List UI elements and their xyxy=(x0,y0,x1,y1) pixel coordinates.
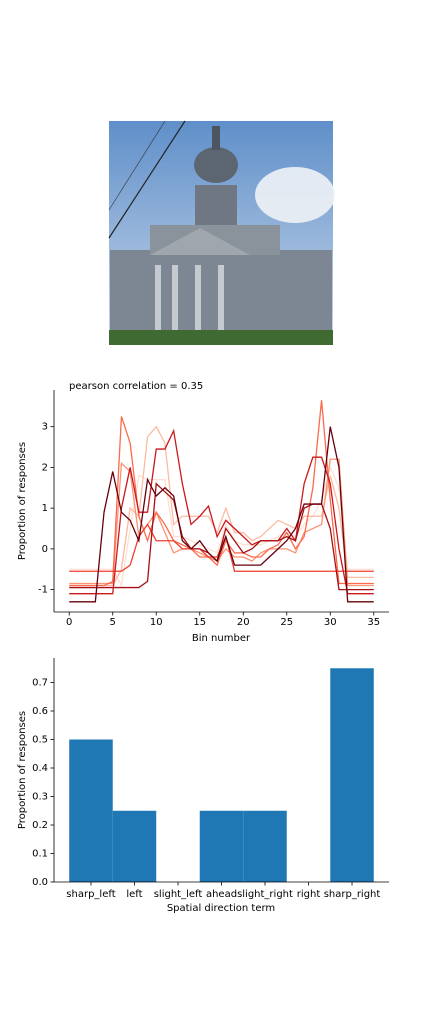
y-tick-label: 0.0 xyxy=(32,877,48,888)
line-series xyxy=(69,482,374,591)
x-tick-label: ahead xyxy=(206,889,237,900)
chart-title: pearson correlation = 0.35 xyxy=(69,381,203,392)
y-tick-label: 0.7 xyxy=(32,678,48,689)
x-tick-label: 25 xyxy=(280,617,293,628)
line-series xyxy=(69,458,374,587)
x-tick-label: slight_left xyxy=(154,889,203,900)
x-tick-label: right xyxy=(297,889,321,900)
x-tick-label: left xyxy=(126,889,142,900)
x-tick-label: 5 xyxy=(110,617,116,628)
line-series xyxy=(69,426,374,603)
y-tick-label: 3 xyxy=(42,422,48,433)
y-axis-label: Proportion of responses xyxy=(17,442,28,560)
x-tick-label: 0 xyxy=(66,617,72,628)
x-tick-label: slight_right xyxy=(237,889,293,900)
x-axis-label: Bin number xyxy=(192,633,251,644)
x-tick-label: 30 xyxy=(324,617,337,628)
y-tick-label: 0.6 xyxy=(32,706,48,717)
y-tick-label: 0.1 xyxy=(32,849,48,860)
x-tick-label: 15 xyxy=(193,617,206,628)
bar xyxy=(112,810,157,882)
y-tick-label: 0.5 xyxy=(32,735,48,746)
line-series xyxy=(69,428,374,595)
y-tick-label: 0 xyxy=(42,544,48,555)
y-tick-label: 1 xyxy=(42,503,48,514)
bar xyxy=(69,739,113,882)
y-tick-label: -1 xyxy=(38,585,48,596)
x-tick-label: 35 xyxy=(367,617,380,628)
bar xyxy=(199,810,244,882)
x-tick-label: 20 xyxy=(237,617,250,628)
x-tick-label: sharp_right xyxy=(324,889,381,900)
x-tick-label: 10 xyxy=(150,617,163,628)
y-axis-label: Proportion of responses xyxy=(17,711,28,829)
line-series xyxy=(69,400,374,587)
y-tick-label: 0.2 xyxy=(32,820,48,831)
y-tick-label: 2 xyxy=(42,462,48,473)
bar xyxy=(243,810,287,882)
photo xyxy=(108,120,335,345)
x-tick-label: sharp_left xyxy=(66,889,115,900)
bar xyxy=(330,668,374,882)
y-tick-label: 0.4 xyxy=(32,763,48,774)
x-axis-label: Spatial direction term xyxy=(167,903,275,914)
y-tick-label: 0.3 xyxy=(32,792,48,803)
